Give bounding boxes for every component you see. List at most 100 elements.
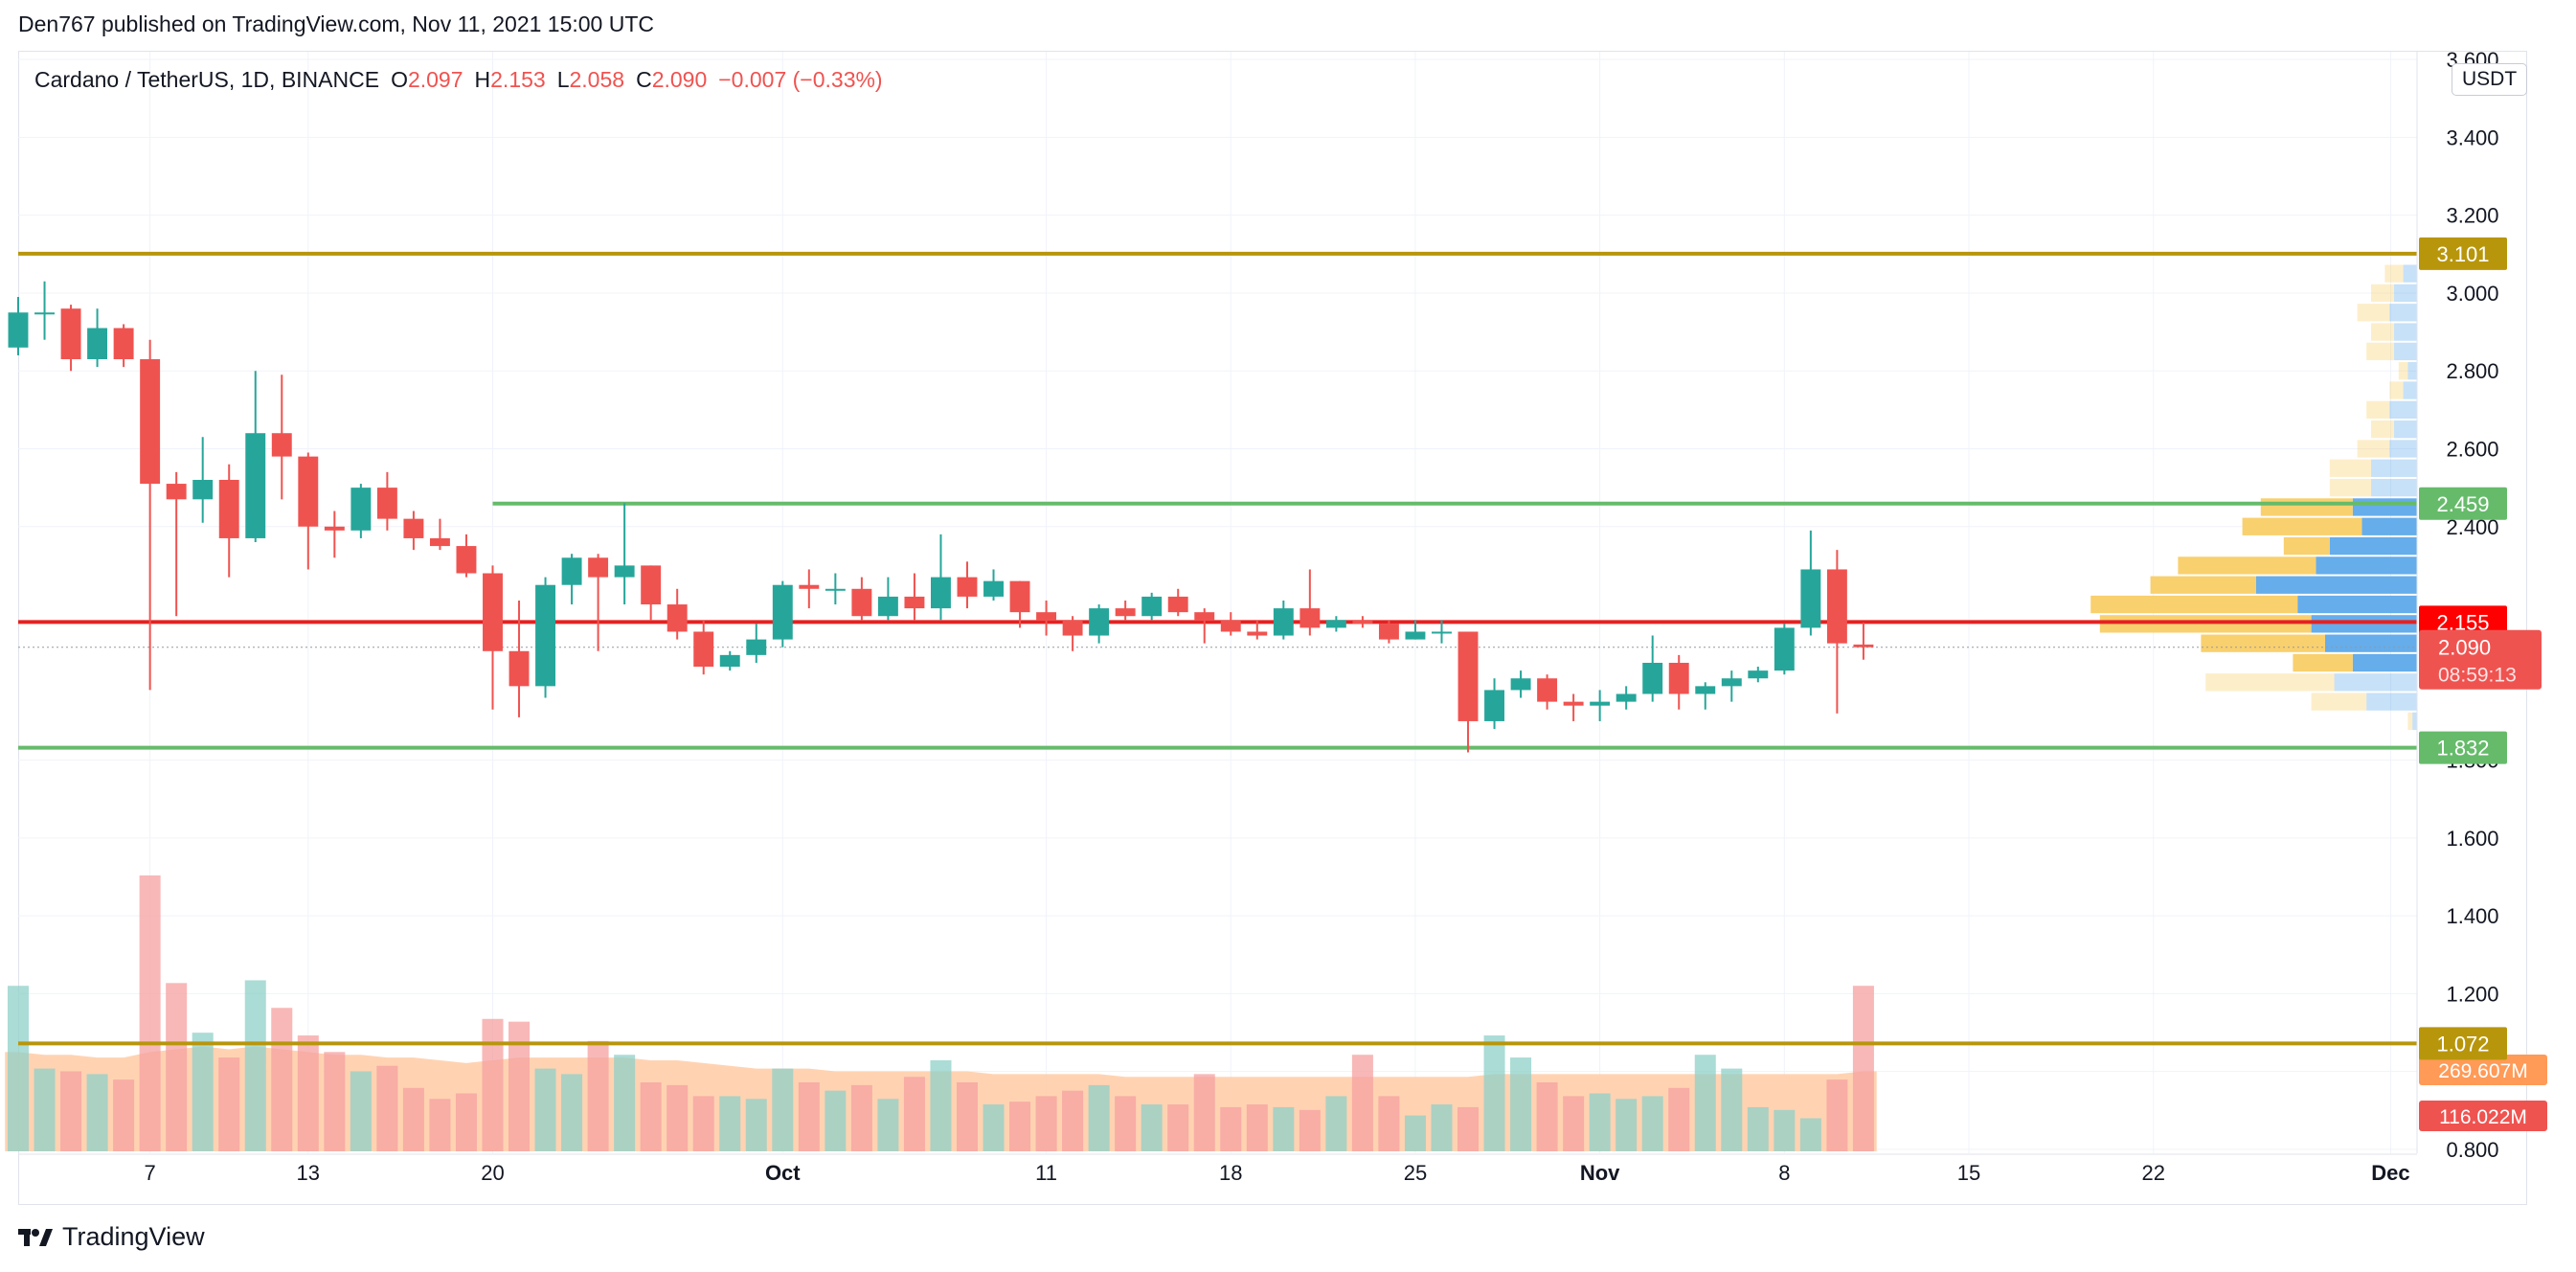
time-tick-label: 20 (481, 1161, 504, 1185)
profile-up-bar (2352, 498, 2417, 516)
close-label: C (636, 67, 652, 92)
volume-bar (1799, 1118, 1821, 1151)
candle-body (851, 588, 872, 617)
volume-bar (1404, 1115, 1426, 1151)
volume-bar (1641, 1096, 1663, 1151)
level-value-label-bg (2419, 237, 2507, 270)
volume-bar (1457, 1106, 1480, 1151)
profile-up-bar (2361, 517, 2417, 535)
chart-frame[interactable] (18, 51, 2527, 1205)
volume-bar (745, 1099, 767, 1151)
volume-bar (1510, 1057, 1532, 1151)
candle-body (641, 565, 662, 605)
volume-bar (1378, 1096, 1400, 1151)
volume-bar (1616, 1099, 1638, 1151)
volume-bar (1721, 1068, 1743, 1151)
currency-button[interactable]: USDT (2452, 63, 2528, 96)
time-tick-label: Dec (2371, 1161, 2409, 1185)
profile-up-bar (2389, 400, 2417, 420)
profile-up-bar (2256, 576, 2417, 594)
volume-bar (692, 1096, 714, 1151)
level-value-label: 1.072 (2436, 1032, 2489, 1056)
volume-bar (667, 1084, 689, 1151)
candle-body (614, 565, 635, 578)
profile-up-bar (2325, 634, 2417, 652)
profile-down-bar (2357, 304, 2390, 322)
profile-down-bar (2205, 673, 2335, 692)
volume-value-label: 269.607M (2438, 1060, 2527, 1082)
candle-body (957, 577, 978, 597)
price-tick-label: 1.600 (2446, 827, 2498, 851)
profile-down-bar (2357, 440, 2390, 458)
volume-bar (192, 1033, 214, 1151)
candle-body (535, 584, 556, 687)
profile-down-bar (2329, 459, 2371, 477)
price-tick-label: 1.400 (2446, 904, 2498, 928)
volume-bar (402, 1087, 424, 1151)
time-tick-label: 13 (297, 1161, 320, 1185)
candle-body (1141, 596, 1163, 617)
ohlc-legend: Cardano / TetherUS, 1D, BINANCE O2.097 H2.… (34, 67, 883, 93)
level-value-label: 1.832 (2436, 737, 2489, 761)
tradingview-logo-icon (18, 1228, 53, 1246)
candle-body (1273, 608, 1294, 636)
candle-body (1774, 627, 1795, 671)
time-tick-label: 25 (1404, 1161, 1427, 1185)
price-tick-label: 3.000 (2446, 282, 2498, 306)
open-value: 2.097 (407, 67, 463, 92)
candle-body (693, 631, 714, 668)
volume-bar (1589, 1093, 1611, 1151)
volume-pane (5, 875, 1877, 1151)
candle-body (1668, 662, 1689, 694)
candle-body (113, 328, 134, 360)
profile-up-bar (2311, 615, 2417, 633)
volume-bar (1483, 1035, 1505, 1151)
profile-down-bar (2178, 556, 2316, 575)
change-value: −0.007 (−0.33%) (718, 67, 883, 92)
profile-down-bar (2398, 362, 2408, 380)
profile-up-bar (2316, 556, 2417, 575)
candle-body (667, 604, 688, 632)
tradingview-logo[interactable]: TradingView (18, 1222, 205, 1252)
price-tick-label: 1.200 (2446, 982, 2498, 1006)
candle-body (719, 654, 740, 668)
candle-body (904, 596, 925, 609)
volume-bar (139, 875, 161, 1151)
candle-body (8, 312, 29, 348)
candle-body (429, 537, 450, 547)
time-tick-label: Nov (1580, 1161, 1620, 1185)
volume-bar (324, 1052, 346, 1151)
volume-bar (561, 1074, 583, 1151)
volume-bar (455, 1093, 477, 1151)
candle-body (983, 580, 1004, 597)
volume-bar (244, 980, 266, 1151)
candle-body (825, 588, 846, 591)
price-tick-label: 3.400 (2446, 125, 2498, 149)
brand-name: TradingView (62, 1222, 205, 1251)
candle-body (1378, 624, 1399, 640)
candle-body (1642, 662, 1663, 694)
symbol-label: Cardano / TetherUS, 1D, BINANCE (34, 67, 380, 92)
volume-bar (482, 1018, 504, 1151)
candle-body (588, 557, 609, 578)
open-label: O (391, 67, 408, 92)
profile-up-bar (2352, 653, 2417, 672)
high-value: 2.153 (490, 67, 546, 92)
volume-bar (1009, 1102, 1031, 1151)
level-value-label-bg (2419, 731, 2507, 764)
candle-body (1325, 620, 1346, 628)
candle-body (245, 433, 266, 538)
time-tick-label: 22 (2141, 1161, 2164, 1185)
candle-body (1563, 701, 1584, 706)
volume-bar (956, 1082, 978, 1151)
volume-bar (166, 983, 188, 1151)
candle-body (799, 584, 820, 589)
volume-bar (376, 1065, 398, 1151)
volume-bar (1351, 1055, 1373, 1151)
candle-body (1721, 678, 1742, 687)
volume-value-label-bg (2419, 1055, 2547, 1085)
volume-bar (719, 1096, 741, 1151)
candle-body (1062, 620, 1083, 636)
volume-bar (1668, 1087, 1690, 1151)
